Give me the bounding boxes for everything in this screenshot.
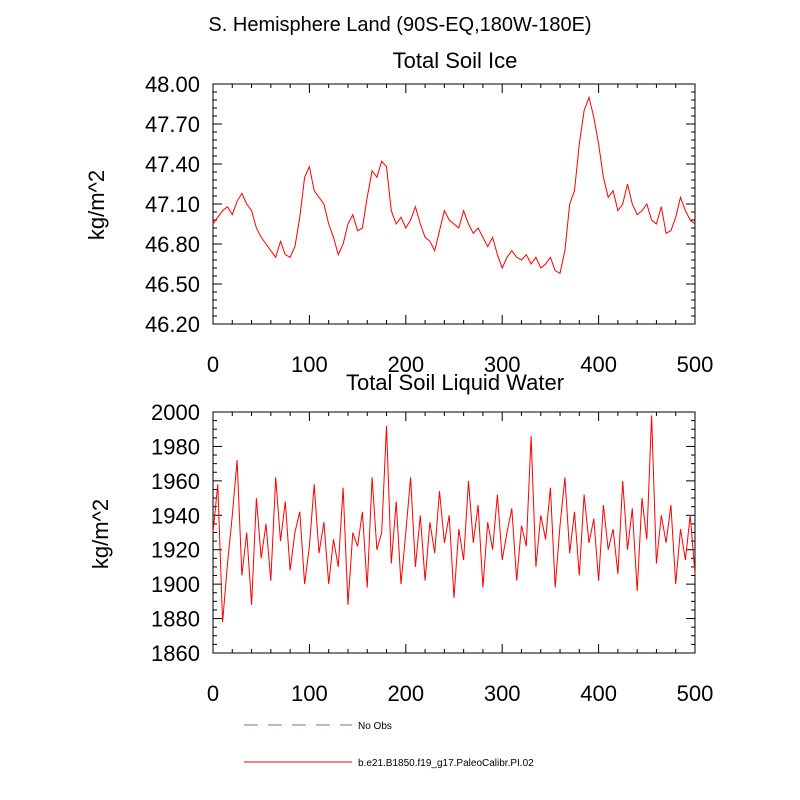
y-tick-label: 47.70 bbox=[145, 112, 200, 137]
page-title: S. Hemisphere Land (90S-EQ,180W-180E) bbox=[208, 14, 591, 36]
x-tick-label: 500 bbox=[677, 681, 714, 706]
y-axis-label-soil-liquid-water: kg/m^2 bbox=[88, 499, 113, 569]
y-tick-label: 2000 bbox=[151, 400, 200, 425]
x-tick-label: 400 bbox=[580, 352, 617, 377]
y-tick-label: 46.20 bbox=[145, 312, 200, 337]
panel-soil-liquid-water: Total Soil Liquid Water kg/m^2 0 100 200 30… bbox=[88, 370, 713, 706]
x-tick-label: 0 bbox=[207, 352, 219, 377]
x-tick-label: 0 bbox=[207, 681, 219, 706]
y-tick-label: 46.80 bbox=[145, 232, 200, 257]
y-tick-label: 1880 bbox=[151, 607, 200, 632]
y-tick-label: 48.00 bbox=[145, 72, 200, 97]
y-axis-label-soil-ice: kg/m^2 bbox=[84, 170, 109, 240]
y-tick-label: 1960 bbox=[151, 469, 200, 494]
x-tick-label: 300 bbox=[484, 681, 521, 706]
chart-title-soil-liquid-water: Total Soil Liquid Water bbox=[346, 370, 564, 395]
chart-title-soil-ice: Total Soil Ice bbox=[393, 48, 518, 73]
plot-frame-soil-liquid-water bbox=[212, 411, 696, 654]
legend-label-model-run: b.e21.B1850.f19_g17.PaleoCalibr.PI.02 bbox=[358, 758, 534, 769]
legend: No Obs b.e21.B1850.f19_g17.PaleoCalibr.P… bbox=[244, 721, 534, 769]
y-tick-label: 1920 bbox=[151, 538, 200, 563]
y-tick-label: 47.10 bbox=[145, 192, 200, 217]
data-line-soil-liquid-water bbox=[212, 415, 696, 623]
axis-ticks-soil-ice: 0 100 200 300 400 500 46.20 46.50 46.80 47.10 47.4… bbox=[145, 72, 713, 377]
y-tick-label: 1900 bbox=[151, 572, 200, 597]
y-tick-label: 47.40 bbox=[145, 152, 200, 177]
data-line-soil-ice bbox=[212, 95, 696, 275]
x-tick-label: 400 bbox=[580, 681, 617, 706]
x-tick-label: 500 bbox=[677, 352, 714, 377]
x-tick-label: 200 bbox=[387, 352, 424, 377]
y-tick-label: 1940 bbox=[151, 503, 200, 528]
panel-soil-ice: Total Soil Ice kg/m^2 0 100 200 300 400 500 46… bbox=[84, 48, 713, 377]
x-tick-label: 200 bbox=[387, 681, 424, 706]
legend-label-no-obs: No Obs bbox=[358, 721, 392, 732]
y-tick-label: 46.50 bbox=[145, 272, 200, 297]
x-tick-label: 300 bbox=[484, 352, 521, 377]
axis-ticks-soil-liquid-water: 0 100 200 300 400 500 1860 1880 1900 1920 1940 1960… bbox=[151, 400, 713, 706]
y-tick-label: 1980 bbox=[151, 434, 200, 459]
x-tick-label: 100 bbox=[291, 352, 328, 377]
y-tick-label: 1860 bbox=[151, 641, 200, 666]
x-tick-label: 100 bbox=[291, 681, 328, 706]
